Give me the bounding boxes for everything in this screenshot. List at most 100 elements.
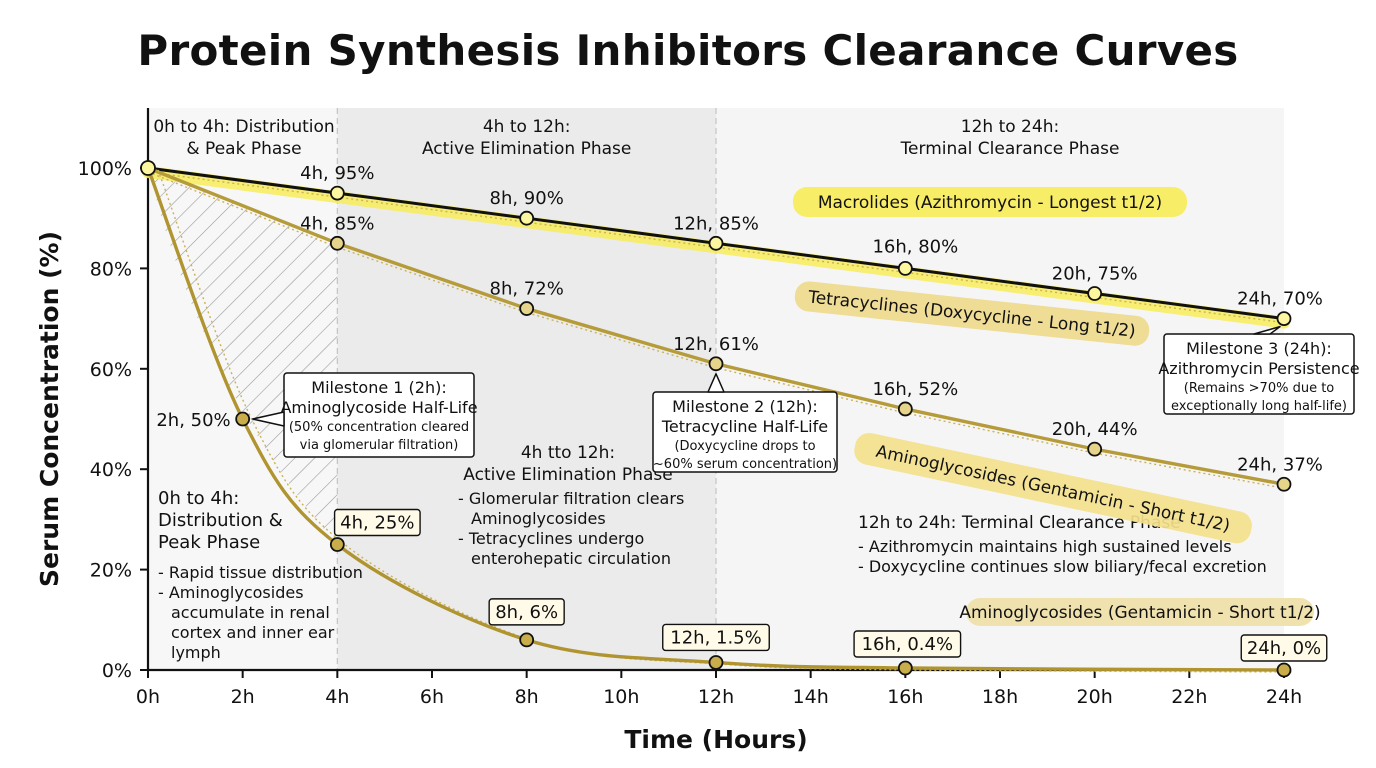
series-tag-1: Macrolides (Azithromycin - Longest t1/2) <box>793 187 1187 217</box>
phase-header-3-line: 12h to 24h: <box>961 117 1059 137</box>
series-2-point-label: 24h, 37% <box>1237 454 1323 475</box>
point-label-box <box>853 630 962 658</box>
series-1-point <box>1087 286 1103 301</box>
series-3-point <box>519 632 535 648</box>
annotation-1-heading: 0h to 4h: <box>158 488 239 509</box>
x-tick-label: 6h <box>420 686 444 708</box>
series-3-point-label: 16h, 0.4% <box>862 634 954 655</box>
series-1-point-label: 8h, 90% <box>490 188 564 209</box>
series-2-point-label: 20h, 44% <box>1052 419 1138 440</box>
milestone-text: Azithromycin Persistence <box>1158 359 1359 378</box>
annotation-3-heading: 12h to 24h: Terminal Clearance Phase <box>858 513 1181 533</box>
phase-header-1-line: 0h to 4h: Distribution <box>153 117 334 137</box>
milestone-text: (50% concentration cleared <box>289 420 469 435</box>
y-tick-label: 80% <box>90 258 132 280</box>
annotation-1-bullet: cortex and inner ear <box>171 623 335 642</box>
x-tick-label: 10h <box>603 686 639 708</box>
y-axis-title: Serum Concentration (%) <box>35 231 64 587</box>
phase-headers: 0h to 4h: Distribution& Peak Phase 4h to … <box>153 117 1119 159</box>
series-2-point-label: 4h, 85% <box>300 213 374 234</box>
series-tag-highlight <box>793 187 1187 217</box>
point-label-box <box>1240 634 1328 662</box>
series-3-point-label: 24h, 0% <box>1247 638 1321 659</box>
series-2-point-label: 8h, 72% <box>490 279 564 300</box>
phase-annotations: 0h to 4h:Distribution &Peak Phase - Rapid… <box>158 443 1267 662</box>
series-1-point <box>519 210 535 226</box>
milestone-callouts: Milestone 1 (2h):Aminoglycoside Half-Lif… <box>251 325 1360 473</box>
series-1-point-label: 20h, 75% <box>1052 264 1138 285</box>
milestone-text: (Remains >70% due to <box>1184 381 1335 396</box>
series-2-point <box>1276 476 1292 492</box>
milestone-text: (Doxycycline drops to <box>674 439 815 454</box>
milestone-pointer <box>251 411 285 427</box>
series-tag-4: Aminoglycosides (Gentamicin - Short t1/2… <box>959 598 1321 626</box>
y-tick-label: 60% <box>90 359 132 381</box>
milestone-text: exceptionally long half-life) <box>1171 399 1347 414</box>
y-tick-label: 100% <box>78 158 132 180</box>
x-axis-title: Time (Hours) <box>624 725 807 754</box>
annotation-1-bullet: accumulate in renal <box>171 603 330 622</box>
phase-header-2-line: 4h to 12h: <box>483 117 571 137</box>
milestone-text: Aminoglycoside Half-Life <box>280 398 477 417</box>
point-label-box <box>488 598 565 626</box>
x-tick-label: 20h <box>1077 686 1113 708</box>
milestone-box <box>652 391 838 473</box>
series-3-point-label: 8h, 6% <box>495 602 558 623</box>
x-tick-label: 16h <box>887 686 923 708</box>
annotation-1-heading: Peak Phase <box>158 532 260 553</box>
annotation-2-bullet: enterohepatic circulation <box>471 549 671 568</box>
milestone-title: Milestone 1 (2h): <box>311 378 446 397</box>
point-label-box <box>333 508 421 537</box>
series-1-point-label: 24h, 70% <box>1237 289 1323 310</box>
series-2-point-label: 12h, 61% <box>673 334 759 355</box>
milestone-text: Tetracycline Half-Life <box>661 417 828 436</box>
series-2-point <box>329 235 345 251</box>
x-tick-label: 4h <box>325 686 349 708</box>
milestone-pointer <box>1253 325 1281 335</box>
chart-title: Protein Synthesis Inhibitors Clearance C… <box>137 26 1239 75</box>
milestone-title: Milestone 3 (24h): <box>1186 339 1332 358</box>
milestone-text: ~60% serum concentration) <box>653 457 837 472</box>
series-tag-highlight <box>966 598 1314 626</box>
phase-header-3-line: Terminal Clearance Phase <box>900 139 1120 159</box>
series-2-point-label: 16h, 52% <box>872 379 958 400</box>
series-3-point <box>1276 662 1292 678</box>
series-3-point-label: 4h, 25% <box>340 513 414 534</box>
series-1-point <box>1276 311 1292 327</box>
series-3-point <box>897 660 913 676</box>
x-tick-label: 2h <box>231 686 255 708</box>
annotation-1-heading: Distribution & <box>158 510 283 531</box>
phase-header-2-line: Active Elimination Phase <box>422 139 631 159</box>
series-1-point <box>708 235 724 251</box>
series-2-point <box>1087 441 1103 457</box>
x-tick-label: 18h <box>982 686 1018 708</box>
annotation-3-bullet: - Azithromycin maintains high sustained … <box>858 537 1232 556</box>
series-3-point-label: 2h, 50% <box>156 410 230 431</box>
annotation-1-bullet: lymph <box>171 643 221 662</box>
milestone-pointer <box>707 373 725 393</box>
series-3-shadow <box>157 169 1295 673</box>
annotation-1-bullet: - Aminoglycosides <box>158 583 304 602</box>
x-tick-label: 0h <box>136 686 160 708</box>
series-tag-label: Aminoglycosides (Gentamicin - Short t1/2… <box>959 603 1320 623</box>
series-tag-highlight <box>794 281 1150 346</box>
milestone-1-callout: Milestone 1 (2h):Aminoglycoside Half-Lif… <box>251 372 478 458</box>
series-1-point-label: 12h, 85% <box>673 213 759 234</box>
series-points <box>140 160 1292 678</box>
x-tick-label: 22h <box>1171 686 1207 708</box>
series-3-point <box>329 537 345 552</box>
series-tag-highlight <box>854 432 1252 544</box>
series-2-point <box>519 301 535 316</box>
point-labels: 4h, 95% 8h, 90% 12h, 85% 16h, 80% 20h, 75% 24… <box>156 163 1328 662</box>
annotation-2-bullet: - Glomerular filtration clears <box>458 489 684 508</box>
annotation-1-bullet: - Rapid tissue distribution <box>158 563 363 582</box>
series-tag-label: Macrolides (Azithromycin - Longest t1/2) <box>818 193 1162 213</box>
annotation-2-heading: Active Elimination Phase <box>463 465 672 485</box>
y-tick-label: 20% <box>90 560 132 582</box>
milestone-3-callout: Milestone 3 (24h):Azithromycin Persisten… <box>1158 325 1360 415</box>
annotation-2-heading: 4h tto 12h: <box>521 443 615 463</box>
series-2-point <box>708 356 724 372</box>
point-label-box <box>662 623 770 652</box>
y-tick-label: 40% <box>90 459 132 481</box>
